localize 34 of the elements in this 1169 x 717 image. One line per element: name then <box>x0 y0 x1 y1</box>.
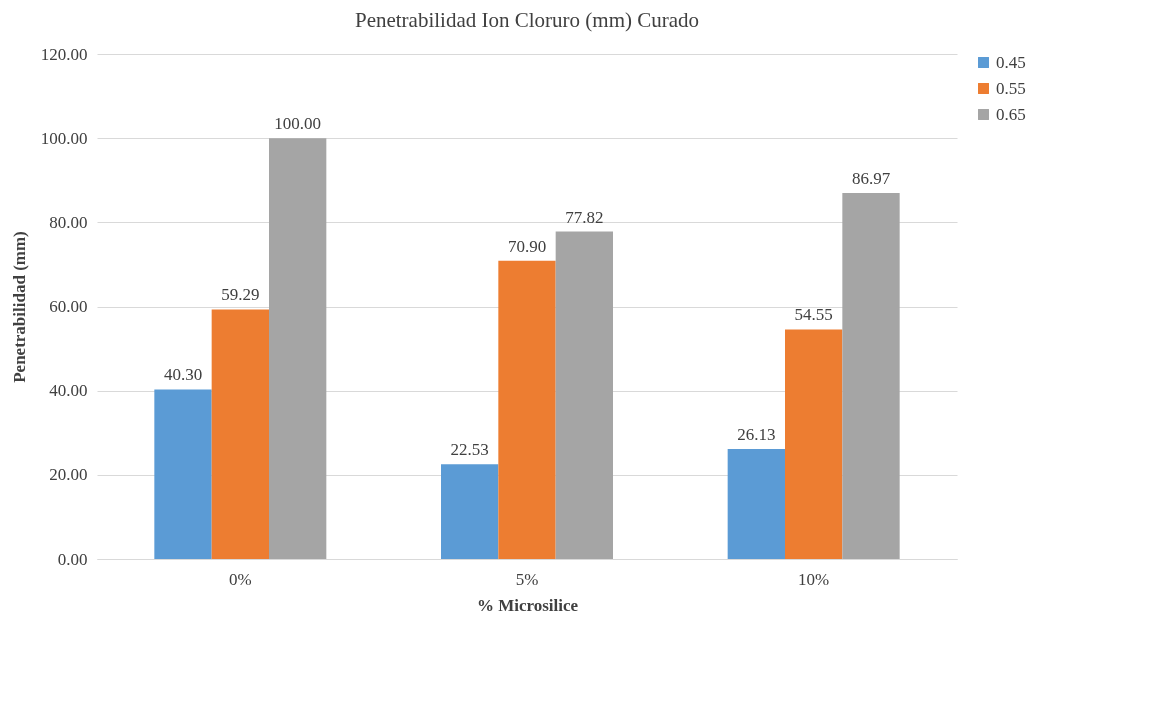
data-label: 59.29 <box>221 285 260 305</box>
legend-label: 0.55 <box>996 78 1026 98</box>
y-tick-label: 60.00 <box>49 297 88 316</box>
x-axis-title: % Microsilice <box>476 595 579 615</box>
bar <box>727 449 785 559</box>
bar <box>441 464 499 559</box>
x-tick-label: 0% <box>229 569 252 589</box>
y-axis-title: Penetrabilidad (mm) <box>9 231 29 383</box>
data-label: 77.82 <box>565 207 604 227</box>
y-tick-label: 40.00 <box>49 381 88 401</box>
data-label: 22.53 <box>450 440 489 460</box>
x-tick-label: 10% <box>798 569 830 589</box>
legend-label: 0.45 <box>996 52 1026 72</box>
bar <box>154 389 212 559</box>
data-label: 26.13 <box>737 425 776 445</box>
bar <box>785 329 843 559</box>
data-label: 70.90 <box>507 236 547 256</box>
bar <box>211 309 269 559</box>
data-label: 86.97 <box>851 169 891 188</box>
y-tick-label: 20.00 <box>49 465 88 485</box>
y-tick-label: 120.00 <box>40 44 88 64</box>
legend-label: 0.65 <box>996 104 1026 124</box>
bar <box>842 193 900 559</box>
x-tick-label: 5% <box>515 569 539 589</box>
y-tick-label: 0.00 <box>57 549 88 569</box>
bar <box>269 138 327 559</box>
y-tick-label: 100.00 <box>40 128 88 148</box>
data-label: 54.55 <box>794 305 833 325</box>
data-label: 40.30 <box>163 365 203 385</box>
bar <box>555 231 613 559</box>
y-tick-label: 80.00 <box>49 212 88 232</box>
bar <box>498 260 556 559</box>
data-label: 100.00 <box>274 114 322 134</box>
chart-title: Penetrabilidad Ion Cloruro (mm) Curado <box>354 8 700 32</box>
